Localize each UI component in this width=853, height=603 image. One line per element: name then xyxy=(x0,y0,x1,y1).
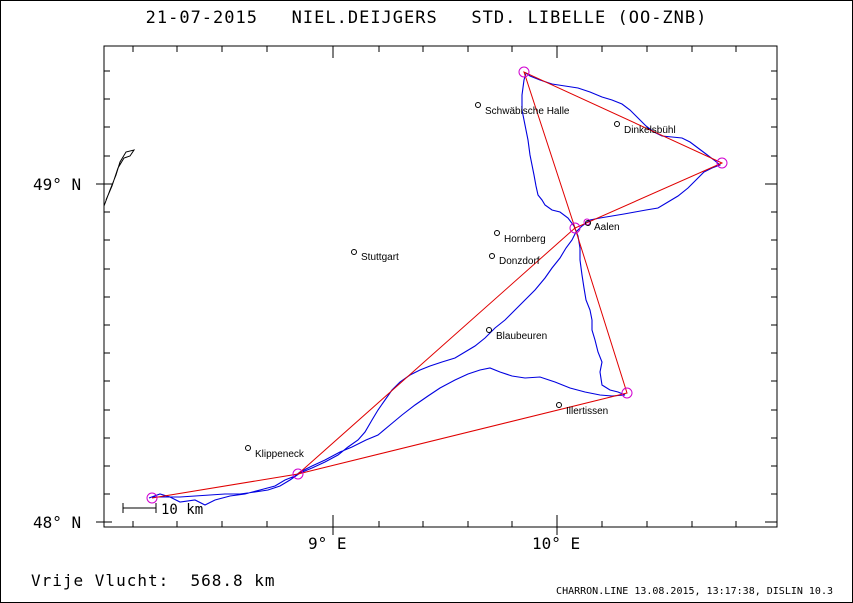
city-label-donzdorf: Donzdorf xyxy=(499,256,540,267)
footer-info: CHARRON.LINE 13.08.2015, 13:17:38, DISLI… xyxy=(556,586,833,597)
city-marker-aalen xyxy=(585,220,591,226)
city-marker-hornberg xyxy=(494,230,500,236)
city-marker-dinkelsbuhl xyxy=(614,121,620,127)
plot-border xyxy=(103,45,778,528)
city-label-schwabische-halle: Schwäbische Halle xyxy=(485,106,570,117)
city-marker-donzdorf xyxy=(489,253,495,259)
distance-text: Vrije Vlucht: 568.8 km xyxy=(31,571,276,590)
flight-title: 21-07-2015 NIEL.DEIJGERS STD. LIBELLE (O… xyxy=(145,8,708,28)
turnpoint-start xyxy=(146,492,158,504)
turnpoint-north xyxy=(518,66,530,78)
city-label-blaubeuren: Blaubeuren xyxy=(496,331,547,342)
task-line xyxy=(151,71,724,499)
turnpoint-south xyxy=(621,387,633,399)
scale-bar-label: 10 km xyxy=(161,502,203,518)
y-axis-label-48n: 48° N xyxy=(33,513,82,532)
flight-track xyxy=(148,72,722,506)
x-axis-label-10e: 10° E xyxy=(532,534,581,553)
city-label-illertissen: Illertissen xyxy=(566,406,608,417)
city-label-hornberg: Hornberg xyxy=(504,234,546,245)
tick-marks xyxy=(96,46,777,535)
city-label-aalen: Aalen xyxy=(594,222,620,233)
city-label-dinkelsbuhl: Dinkelsbühl xyxy=(624,125,676,136)
y-axis-label-49n: 49° N xyxy=(33,175,82,194)
city-label-stuttgart: Stuttgart xyxy=(361,252,399,263)
city-label-klippeneck: Klippeneck xyxy=(255,449,305,460)
turnpoint-east xyxy=(716,157,728,169)
turnpoint-aalen xyxy=(569,222,581,234)
city-marker-schwabische-halle xyxy=(475,102,481,108)
border-line xyxy=(103,149,136,207)
scale-bar xyxy=(122,503,157,513)
turnpoint-klippeneck xyxy=(292,468,304,480)
city-marker-klippeneck xyxy=(245,445,251,451)
city-markers xyxy=(245,102,620,451)
city-marker-blaubeuren xyxy=(486,327,492,333)
x-axis-label-9e: 9° E xyxy=(308,534,347,553)
city-marker-illertissen xyxy=(556,402,562,408)
city-marker-stuttgart xyxy=(351,249,357,255)
